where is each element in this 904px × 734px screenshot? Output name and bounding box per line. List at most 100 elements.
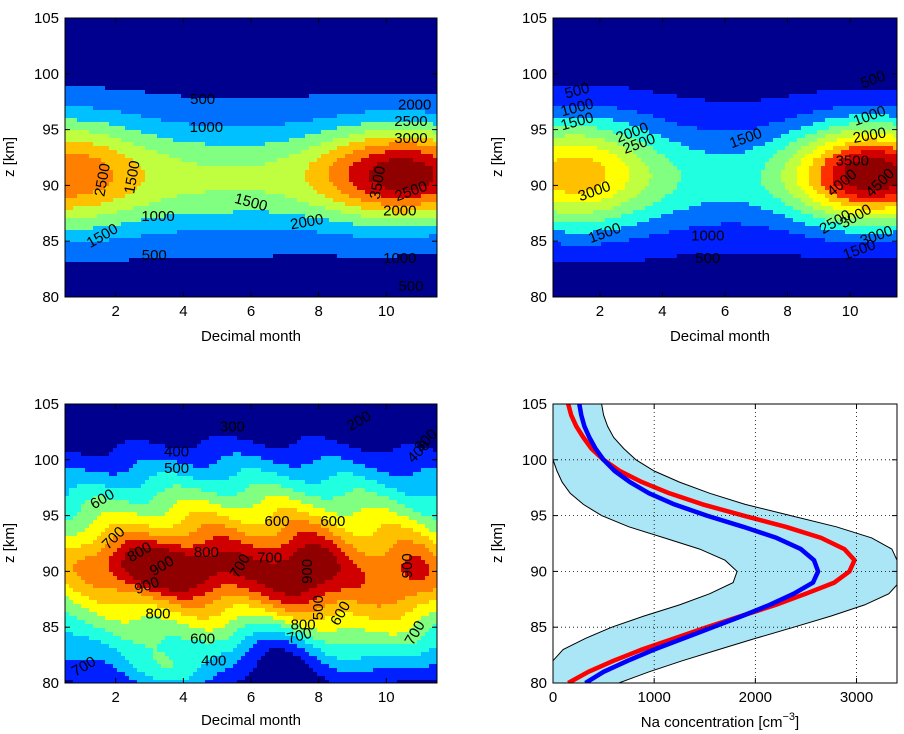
contour-cell bbox=[201, 106, 206, 111]
contour-cell bbox=[345, 186, 350, 191]
contour-cell bbox=[233, 94, 238, 99]
contour-cell bbox=[253, 62, 258, 67]
contour-cell bbox=[117, 190, 122, 195]
contour-cell bbox=[65, 218, 70, 223]
contour-cell bbox=[237, 190, 242, 195]
contour-cell bbox=[413, 62, 418, 67]
contour-cell bbox=[373, 82, 378, 87]
contour-cell bbox=[117, 86, 122, 91]
contour-cell bbox=[65, 30, 70, 35]
contour-cell bbox=[109, 174, 114, 179]
contour-cell bbox=[109, 54, 114, 59]
contour-cell bbox=[345, 126, 350, 131]
contour-cell bbox=[269, 190, 274, 195]
contour-cell bbox=[185, 62, 190, 67]
contour-cell bbox=[241, 122, 246, 127]
contour-cell bbox=[105, 22, 110, 27]
contour-cell bbox=[293, 62, 298, 67]
contour-cell bbox=[137, 74, 142, 79]
contour-cell bbox=[157, 42, 162, 47]
contour-cell bbox=[433, 30, 437, 35]
contour-cell bbox=[217, 38, 222, 43]
contour-cell bbox=[201, 26, 206, 31]
contour-cell bbox=[105, 206, 110, 211]
contour-cell bbox=[237, 182, 242, 187]
contour-cell bbox=[329, 38, 334, 43]
contour-cell bbox=[257, 122, 262, 127]
contour-cell bbox=[69, 54, 74, 59]
contour-cell bbox=[261, 110, 266, 115]
contour-cell bbox=[409, 30, 414, 35]
contour-cell bbox=[141, 50, 146, 55]
contour-cell bbox=[65, 102, 70, 107]
contour-cell bbox=[117, 218, 122, 223]
contour-cell bbox=[249, 222, 254, 227]
contour-cell bbox=[297, 174, 302, 179]
contour-cell bbox=[101, 26, 106, 31]
contour-cell bbox=[277, 30, 282, 35]
contour-cell bbox=[221, 146, 226, 151]
contour-cell bbox=[229, 78, 234, 83]
contour-cell bbox=[229, 50, 234, 55]
contour-cell bbox=[161, 206, 166, 211]
contour-cell bbox=[193, 50, 198, 55]
contour-cell bbox=[397, 102, 402, 107]
contour-cell bbox=[413, 94, 418, 99]
contour-cell bbox=[141, 166, 146, 171]
contour-cell bbox=[365, 222, 370, 227]
contour-cell bbox=[365, 110, 370, 115]
contour-cell bbox=[417, 186, 422, 191]
contour-cell bbox=[369, 170, 374, 175]
contour-cell bbox=[217, 90, 222, 95]
contour-cell bbox=[381, 150, 386, 155]
contour-cell bbox=[381, 186, 386, 191]
contour-cell bbox=[269, 94, 274, 99]
contour-cell bbox=[405, 222, 410, 227]
contour-cell bbox=[377, 162, 382, 167]
contour-cell bbox=[321, 198, 326, 203]
contour-cell bbox=[201, 74, 206, 79]
contour-cell bbox=[189, 118, 194, 123]
contour-cell bbox=[97, 162, 102, 167]
contour-cell bbox=[181, 186, 186, 191]
contour-cell bbox=[277, 98, 282, 103]
contour-cell bbox=[185, 86, 190, 91]
contour-cell bbox=[389, 98, 394, 103]
contour-cell bbox=[125, 154, 130, 159]
contour-cell bbox=[321, 50, 326, 55]
contour-cell bbox=[325, 54, 330, 59]
contour-cell bbox=[177, 18, 182, 23]
contour-cell bbox=[353, 38, 358, 43]
contour-cell bbox=[317, 70, 322, 75]
contour-cell bbox=[237, 146, 242, 151]
contour-cell bbox=[381, 154, 386, 159]
contour-cell bbox=[429, 38, 434, 43]
contour-cell bbox=[125, 78, 130, 83]
contour-cell bbox=[277, 54, 282, 59]
contour-cell bbox=[265, 74, 270, 79]
contour-cell bbox=[81, 54, 86, 59]
contour-cell bbox=[217, 154, 222, 159]
contour-cell bbox=[433, 218, 437, 223]
contour-cell bbox=[289, 154, 294, 159]
contour-cell bbox=[165, 58, 170, 63]
contour-cell bbox=[109, 214, 114, 219]
contour-cell bbox=[193, 102, 198, 107]
contour-cell bbox=[401, 34, 406, 39]
contour-cell bbox=[153, 198, 158, 203]
contour-cell bbox=[113, 186, 118, 191]
contour-cell bbox=[113, 34, 118, 39]
contour-cell bbox=[117, 98, 122, 103]
contour-cell bbox=[301, 66, 306, 71]
contour-cell bbox=[361, 158, 366, 163]
contour-cell bbox=[385, 86, 390, 91]
contour-cell bbox=[349, 94, 354, 99]
contour-cell bbox=[141, 170, 146, 175]
contour-cell bbox=[285, 90, 290, 95]
contour-cell bbox=[165, 22, 170, 27]
contour-cell bbox=[377, 142, 382, 147]
contour-cell bbox=[349, 158, 354, 163]
contour-cell bbox=[257, 106, 262, 111]
contour-cell bbox=[161, 190, 166, 195]
contour-cell bbox=[381, 118, 386, 123]
